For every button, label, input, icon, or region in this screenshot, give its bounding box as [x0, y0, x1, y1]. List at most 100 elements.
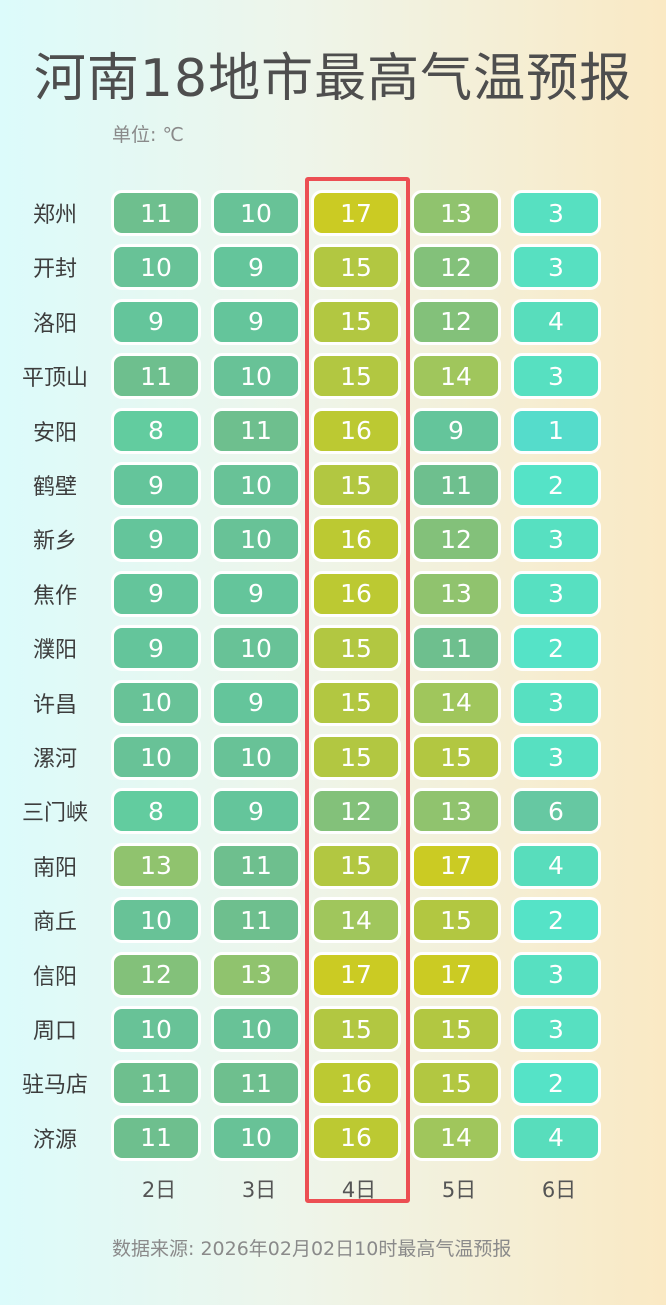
temperature-cell: 3: [511, 570, 601, 617]
temperature-cell: 10: [111, 679, 201, 726]
city-label: 三门峡: [21, 801, 88, 827]
temperature-cell: 10: [211, 1114, 301, 1161]
temperature-cell: 13: [411, 570, 501, 617]
day-label: 2日: [141, 1178, 177, 1202]
city-label: 信阳: [32, 964, 77, 990]
temperature-cell: 11: [211, 897, 301, 944]
city-label: 焦作: [32, 583, 77, 609]
temperature-cell: 17: [411, 842, 501, 889]
temperature-cell: 10: [211, 462, 301, 508]
temperature-cell: 13: [111, 842, 201, 889]
temperature-cell: 15: [311, 625, 401, 672]
city-label: 南阳: [32, 855, 77, 881]
temperature-cell: 11: [211, 842, 301, 889]
temperature-cell: 16: [311, 1114, 401, 1161]
city-label: 濮阳: [32, 638, 77, 664]
temperature-cell: 15: [311, 353, 401, 400]
temperature-cell: 11: [111, 190, 201, 236]
temperature-cell: 10: [211, 353, 301, 400]
temperature-cell: 11: [111, 353, 201, 400]
temperature-cell: 9: [211, 298, 301, 345]
city-label: 漯河: [32, 747, 77, 772]
temperature-cell: 10: [111, 244, 201, 291]
temperature-cell: 11: [111, 1060, 201, 1107]
temperature-cell: 10: [111, 734, 201, 780]
temperature-cell: 15: [311, 244, 401, 291]
temperature-cell: 15: [311, 1006, 401, 1052]
temperature-cell: 11: [211, 407, 301, 454]
day-label: 3日: [241, 1178, 277, 1202]
temperature-cell: 11: [111, 1114, 201, 1161]
temperature-cell: 9: [211, 244, 301, 291]
temperature-cell: 3: [511, 244, 601, 291]
temperature-cell: 4: [511, 1114, 601, 1161]
temperature-cell: 12: [411, 244, 501, 291]
temperature-cell: 2: [511, 462, 601, 508]
temperature-cell: 9: [111, 298, 201, 345]
temperature-cell: 3: [511, 516, 601, 563]
temperature-cell: 9: [111, 516, 201, 563]
temperature-cell: 3: [511, 951, 601, 998]
city-label: 许昌: [32, 692, 77, 718]
temperature-cell: 9: [211, 679, 301, 726]
temperature-cell: 11: [411, 462, 501, 508]
city-label: 周口: [32, 1019, 77, 1044]
temperature-cell: 15: [411, 734, 501, 780]
temperature-cell: 9: [411, 407, 501, 454]
temperature-cell: 10: [211, 734, 301, 780]
city-label: 鹤壁: [32, 475, 77, 500]
temperature-cell: 16: [311, 570, 401, 617]
temperature-cell: 12: [411, 298, 501, 345]
temperature-cell: 14: [411, 353, 501, 400]
page-title: 河南18地市最高气温预报: [33, 49, 633, 109]
temperature-cell: 16: [311, 407, 401, 454]
temperature-cell: 15: [311, 842, 401, 889]
temperature-cell: 4: [511, 298, 601, 345]
temperature-cell: 13: [211, 951, 301, 998]
temperature-cell: 12: [411, 516, 501, 563]
temperature-cell: 16: [311, 516, 401, 563]
temperature-cell: 3: [511, 734, 601, 780]
city-label: 商丘: [32, 910, 77, 936]
temperature-cell: 9: [111, 625, 201, 672]
temperature-cell: 15: [411, 1060, 501, 1107]
temperature-cell: 13: [411, 190, 501, 236]
temperature-cell: 8: [111, 788, 201, 835]
temperature-cell: 15: [311, 679, 401, 726]
temperature-cell: 9: [211, 788, 301, 835]
temperature-cell: 10: [111, 1006, 201, 1052]
temperature-cell: 3: [511, 679, 601, 726]
temperature-cell: 10: [111, 897, 201, 944]
temperature-cell: 9: [111, 570, 201, 617]
temperature-cell: 15: [311, 734, 401, 780]
temperature-cell: 12: [111, 951, 201, 998]
temperature-cell: 9: [111, 462, 201, 508]
temperature-cell: 2: [511, 1060, 601, 1107]
temperature-cell: 17: [311, 951, 401, 998]
temperature-cell: 14: [311, 897, 401, 944]
temperature-cell: 16: [311, 1060, 401, 1107]
temperature-cell: 15: [411, 1006, 501, 1052]
temperature-cell: 10: [211, 190, 301, 236]
city-label: 济源: [32, 1127, 77, 1153]
data-source-note: 数据来源: 2026年02月02日10时最高气温预报: [112, 1238, 512, 1260]
temperature-cell: 11: [411, 625, 501, 672]
temperature-cell: 12: [311, 788, 401, 835]
temperature-cell: 11: [211, 1060, 301, 1107]
temperature-cell: 2: [511, 897, 601, 944]
temperature-cell: 17: [311, 190, 401, 236]
city-label: 安阳: [32, 420, 77, 446]
temperature-cell: 4: [511, 842, 601, 889]
temperature-cell: 10: [211, 516, 301, 563]
temperature-cell: 15: [411, 897, 501, 944]
city-label: 驻马店: [21, 1073, 88, 1099]
temperature-cell: 17: [411, 951, 501, 998]
day-label: 6日: [541, 1178, 577, 1202]
day-label: 5日: [441, 1178, 477, 1202]
temperature-cell: 3: [511, 190, 601, 236]
city-label: 新乡: [32, 529, 77, 555]
unit-label: 单位: ℃: [112, 124, 184, 146]
temperature-cell: 14: [411, 1114, 501, 1161]
temperature-cell: 3: [511, 1006, 601, 1052]
